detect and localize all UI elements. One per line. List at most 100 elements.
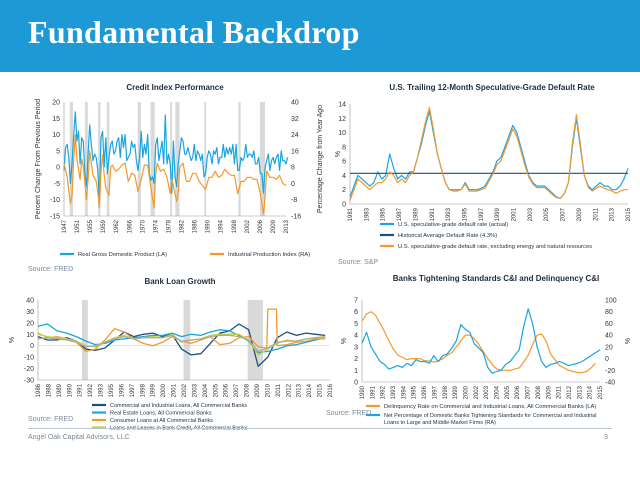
- x-tick-label: 1988: [46, 383, 52, 397]
- chart-2: U.S. Trailing 12-Month Speculative-Grade…: [335, 83, 632, 250]
- legend-label: U.S. speculative-grade default rate (act…: [398, 222, 508, 228]
- recession-band: [170, 102, 173, 216]
- y-tick-label: 0: [354, 380, 358, 387]
- y-tick-label: 0: [56, 165, 60, 172]
- x-tick-label: 1990: [360, 385, 366, 399]
- y-tick-label: 2: [342, 187, 346, 194]
- x-tick-label: 2002: [182, 383, 188, 397]
- x-tick-label: 2011: [593, 207, 599, 221]
- series-line-3: [349, 106, 628, 201]
- x-tick-label: 1993: [99, 383, 105, 397]
- x-tick-label: 1991: [78, 383, 84, 397]
- y2-tick-label: 40: [291, 100, 299, 107]
- source-chart-2: Source: S&P: [338, 259, 379, 266]
- recession-band: [204, 102, 207, 216]
- y-tick-label: 6: [342, 159, 346, 166]
- x-tick-label: 1982: [180, 219, 186, 233]
- x-tick-label: 2001: [512, 207, 518, 221]
- series-line-2: [63, 134, 287, 215]
- x-tick-label: 2008: [245, 383, 251, 397]
- y-tick-label: 5: [56, 148, 60, 155]
- x-tick-label: 2005: [213, 383, 219, 397]
- y-tick-label: 40: [26, 298, 34, 305]
- y-tick-label: 5: [354, 321, 358, 328]
- x-tick-label: 2007: [234, 383, 240, 397]
- y2-tick-label: -16: [291, 214, 301, 221]
- x-tick-label: 2012: [286, 383, 292, 397]
- x-tick-label: 1955: [88, 219, 94, 233]
- y2-tick-label: 60: [605, 321, 613, 328]
- y-tick-label: 3: [354, 344, 358, 351]
- legend-label: U.S. speculative-grade default rate, exc…: [398, 244, 592, 250]
- x-tick-label: 2009: [577, 207, 583, 221]
- x-tick-label: 1998: [443, 385, 449, 399]
- y-tick-label: 8: [342, 144, 346, 151]
- y2-tick-label: 0: [291, 181, 295, 188]
- y2-tick-label: -20: [605, 368, 615, 375]
- x-tick-label: 2006: [258, 219, 264, 233]
- series-line-1: [63, 111, 289, 201]
- x-tick-label: 1998: [232, 219, 238, 233]
- x-tick-label: 2005: [544, 207, 550, 221]
- x-tick-label: 1997: [130, 383, 136, 397]
- legend-label: Consumer Loans at All Commercial Banks: [110, 418, 213, 424]
- x-tick-label: 1978: [166, 219, 172, 233]
- legend-label: Industrial Production Index (RA): [228, 252, 310, 258]
- x-tick-label: 1947: [62, 219, 68, 233]
- y2-tick-label: 80: [605, 309, 613, 316]
- y2-tick-label: 20: [605, 344, 613, 351]
- y-tick-label: 15: [52, 116, 60, 123]
- recession-band: [106, 102, 110, 216]
- x-tick-label: 2009: [546, 385, 552, 399]
- x-tick-label: 2013: [297, 383, 303, 397]
- footer-divider: [28, 428, 612, 429]
- y2-tick-label: 8: [291, 165, 295, 172]
- y-tick-label: -15: [50, 214, 60, 221]
- x-tick-label: 2016: [328, 383, 334, 397]
- y-tick-label: -5: [54, 181, 60, 188]
- x-tick-label: 1986: [193, 219, 199, 233]
- x-tick-label: 2014: [588, 385, 594, 399]
- x-tick-label: 1989: [413, 207, 419, 221]
- y-axis-label: %: [341, 338, 348, 344]
- chart-title: Banks Tightening Standards C&I and Delin…: [393, 274, 600, 283]
- x-tick-label: 1995: [462, 207, 468, 221]
- series-line-4: [37, 333, 326, 356]
- recession-band: [175, 102, 180, 216]
- y2-tick-label: 100: [605, 298, 617, 305]
- x-tick-label: 2005: [505, 385, 511, 399]
- x-tick-label: 1985: [381, 207, 387, 221]
- y-tick-label: 20: [52, 100, 60, 107]
- x-tick-label: 2015: [598, 385, 604, 399]
- recession-band: [259, 102, 266, 216]
- y2-tick-label: -40: [605, 380, 615, 387]
- chart-3: Bank Loan Growth -30 -20 -10 0 10 20 30 40 1986 19…: [9, 277, 334, 432]
- y-tick-label: 0: [30, 343, 34, 350]
- x-tick-label: 1999: [453, 385, 459, 399]
- y-axis-label: %: [335, 151, 342, 157]
- x-tick-label: 1991: [370, 385, 376, 399]
- x-tick-label: 1959: [101, 219, 107, 233]
- x-tick-label: 1999: [151, 383, 157, 397]
- recession-band: [69, 102, 74, 216]
- y-tick-label: 1: [354, 368, 358, 375]
- source-chart-4: Source: FRED: [326, 410, 372, 417]
- recession-band: [84, 102, 88, 216]
- legend-label: Real Gross Domestic Product (LA): [78, 252, 167, 258]
- x-tick-label: 2003: [484, 385, 490, 399]
- y2-tick-label: 24: [291, 132, 299, 139]
- x-tick-label: 1992: [88, 383, 94, 397]
- series-line-1: [361, 311, 596, 374]
- x-tick-label: 1993: [391, 385, 397, 399]
- x-tick-label: 2001: [172, 383, 178, 397]
- x-tick-label: 2009: [271, 219, 277, 233]
- x-tick-label: 2000: [463, 385, 469, 399]
- series-line-1: [349, 110, 629, 199]
- x-tick-label: 1987: [397, 207, 403, 221]
- source-chart-1: Source: FRED: [28, 266, 74, 273]
- footer-company: Angel Oak Capital Advisors, LLC: [28, 434, 130, 441]
- y-tick-label: 0: [342, 202, 346, 209]
- y-tick-label: 10: [52, 132, 60, 139]
- y-axis-label: %: [9, 337, 16, 343]
- recession-band: [247, 300, 263, 380]
